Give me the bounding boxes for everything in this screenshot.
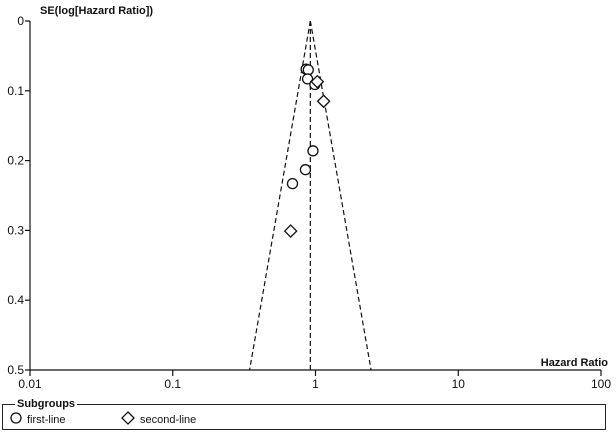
x-tick-label: 100 [591,377,611,391]
point-first-line [301,73,314,85]
x-tick-label: 0.1 [164,377,181,391]
x-axis-title: Hazard Ratio [541,357,609,369]
point-first-line [286,177,299,190]
y-tick-label: 0.1 [7,84,24,98]
legend-item-second-line: second-line [120,410,196,426]
y-tick-label: 0.5 [7,363,24,377]
y-tick-label: 0.4 [7,293,24,307]
point-second-line [316,94,331,109]
upper-limit-line [309,20,372,371]
x-tick-label: 1 [312,377,319,391]
legend-label: second-line [140,414,197,426]
diamond-marker-icon [121,411,135,425]
y-tick-label: 0.2 [7,154,24,168]
y-tick-label: 0.3 [7,223,24,237]
y-tick-label: 0 [17,14,24,28]
circle-marker-icon [10,412,22,424]
legend-item-first-line: first-line [9,410,66,426]
axes: 0 0.1 0.2 0.3 0.4 0.50.01 0.1 1 10 100 [7,14,611,391]
point-first-line [299,164,312,176]
legend-title: Subgroups [15,397,78,411]
legend: Subgroups first-line second-line [2,397,606,430]
data-points [283,63,331,239]
y-axis-title: SE(log[Hazard Ratio]) [40,5,153,17]
point-second-line [283,224,298,239]
point-second-line [310,74,325,89]
x-tick-label: 10 [452,377,466,391]
point-first-line [307,145,319,157]
legend-label: first-line [27,414,66,426]
x-tick-label: 0.01 [18,377,42,391]
funnel-plot: 0 0.1 0.2 0.3 0.4 0.50.01 0.1 1 10 100 SE(log[Haz… [7,5,611,391]
lower-limit-line [248,20,311,371]
